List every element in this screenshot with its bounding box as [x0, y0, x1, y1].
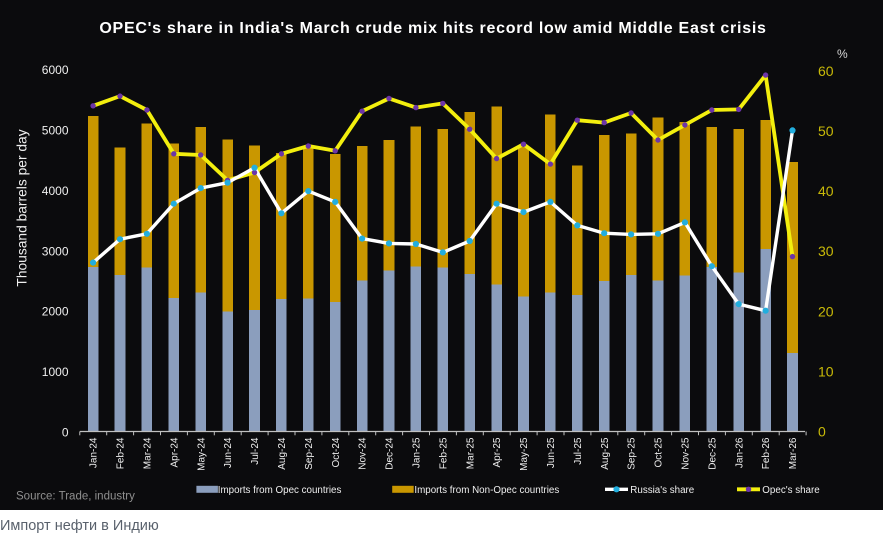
svg-text:3000: 3000	[42, 244, 69, 258]
svg-text:Jun-24: Jun-24	[223, 437, 234, 468]
svg-text:Aug-25: Aug-25	[600, 437, 611, 470]
svg-text:Jan-25: Jan-25	[412, 437, 423, 468]
svg-text:0: 0	[62, 426, 69, 440]
svg-text:Opec's share: Opec's share	[762, 485, 820, 496]
svg-text:60: 60	[818, 63, 834, 79]
svg-text:Nov-24: Nov-24	[358, 437, 369, 470]
svg-text:Jan-26: Jan-26	[734, 437, 745, 468]
svg-text:10: 10	[818, 363, 834, 379]
svg-text:Mar-26: Mar-26	[788, 437, 799, 469]
svg-text:Sep-25: Sep-25	[627, 437, 638, 470]
svg-text:1000: 1000	[42, 365, 69, 379]
svg-text:0: 0	[818, 424, 826, 440]
svg-text:20: 20	[818, 303, 834, 319]
svg-text:Oct-24: Oct-24	[331, 437, 342, 467]
svg-text:Jun-25: Jun-25	[546, 437, 557, 468]
svg-text:Apr-25: Apr-25	[492, 437, 503, 467]
svg-text:40: 40	[818, 183, 834, 199]
svg-text:Dec-25: Dec-25	[707, 437, 718, 470]
svg-text:Russia's share: Russia's share	[630, 485, 694, 496]
svg-text:Source: Trade, industry: Source: Trade, industry	[16, 491, 135, 503]
svg-text:50: 50	[818, 123, 834, 139]
svg-text:Feb-25: Feb-25	[438, 437, 449, 469]
svg-text:Imports from Opec countries: Imports from Opec countries	[218, 485, 342, 496]
svg-text:Feb-26: Feb-26	[761, 437, 772, 469]
svg-text:Oct-25: Oct-25	[654, 437, 665, 467]
svg-text:Dec-24: Dec-24	[385, 437, 396, 470]
svg-text:2000: 2000	[42, 305, 69, 319]
svg-text:Mar-24: Mar-24	[143, 437, 154, 469]
svg-text:May-24: May-24	[196, 437, 207, 471]
svg-text:Apr-24: Apr-24	[169, 437, 180, 467]
svg-text:Jul-24: Jul-24	[250, 437, 261, 465]
svg-text:Thousand barrels per day: Thousand barrels per day	[15, 129, 30, 286]
svg-text:Mar-25: Mar-25	[465, 437, 476, 469]
svg-text:Imports from Non-Opec countrie: Imports from Non-Opec countries	[414, 485, 559, 496]
svg-text:OPEC's share in India's March: OPEC's share in India's March crude mix …	[99, 20, 766, 37]
svg-text:Sep-24: Sep-24	[304, 437, 315, 470]
svg-text:4000: 4000	[42, 184, 69, 198]
svg-text:5000: 5000	[42, 124, 69, 138]
svg-text:%: %	[837, 47, 848, 61]
svg-text:Aug-24: Aug-24	[277, 437, 288, 470]
svg-text:6000: 6000	[42, 63, 69, 77]
svg-text:30: 30	[818, 243, 834, 259]
svg-text:Feb-24: Feb-24	[116, 437, 127, 469]
svg-text:Jul-25: Jul-25	[573, 437, 584, 465]
svg-text:May-25: May-25	[519, 437, 530, 471]
svg-text:Nov-25: Nov-25	[681, 437, 692, 470]
svg-text:Jan-24: Jan-24	[89, 437, 100, 468]
